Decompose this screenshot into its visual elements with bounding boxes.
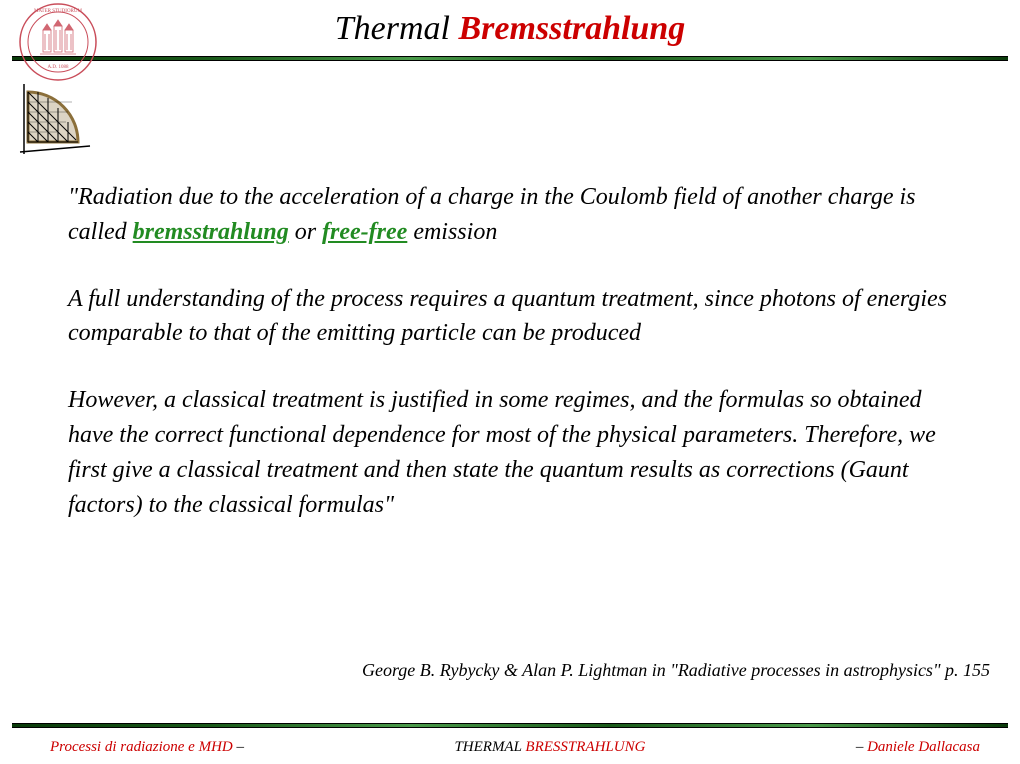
citation: George B. Rybycky & Alan P. Lightman in … xyxy=(0,660,990,681)
highlight-bremsstrahlung: bremsstrahlung xyxy=(133,219,289,245)
paragraph-2: A full understanding of the process requ… xyxy=(68,282,960,352)
svg-text:A.D. 1088: A.D. 1088 xyxy=(48,65,69,70)
footer-center-thermal: THERMAL xyxy=(454,739,525,755)
paragraph-3: However, a classical treatment is justif… xyxy=(68,383,960,522)
paragraph-1: "Radiation due to the acceleration of a … xyxy=(68,180,960,250)
highlight-free-free: free-free xyxy=(322,219,407,245)
slide-footer: Processi di radiazione e MHD – THERMAL B… xyxy=(50,739,980,756)
footer-right-dash: – xyxy=(856,739,867,755)
slide-header: Thermal Bremsstrahlung xyxy=(0,0,1020,60)
slide-content: "Radiation due to the acceleration of a … xyxy=(68,180,960,554)
footer-right-text: Daniele Dallacasa xyxy=(867,739,980,755)
sextant-icon xyxy=(18,84,98,162)
footer-left-text: Processi di radiazione e MHD xyxy=(50,739,237,755)
footer-left-dash: – xyxy=(237,739,245,755)
footer-right: – Daniele Dallacasa xyxy=(856,739,980,756)
footer-left: Processi di radiazione e MHD – xyxy=(50,739,244,756)
divider-bottom xyxy=(12,723,1008,728)
footer-center-bresstrahlung: BRESSTRAHLUNG xyxy=(525,739,645,755)
para1-text-mid: or xyxy=(289,219,322,245)
footer-center: THERMAL BRESSTRAHLUNG xyxy=(454,739,645,756)
university-seal-icon: MATER STUDIORUM A.D. 1088 xyxy=(18,2,98,82)
slide-title: Thermal Bremsstrahlung xyxy=(0,0,1020,48)
divider-top xyxy=(12,56,1008,61)
svg-text:MATER STUDIORUM: MATER STUDIORUM xyxy=(34,9,82,14)
title-bremsstrahlung: Bremsstrahlung xyxy=(458,10,685,47)
para1-text-post: emission xyxy=(407,219,497,245)
title-thermal: Thermal xyxy=(335,10,459,47)
